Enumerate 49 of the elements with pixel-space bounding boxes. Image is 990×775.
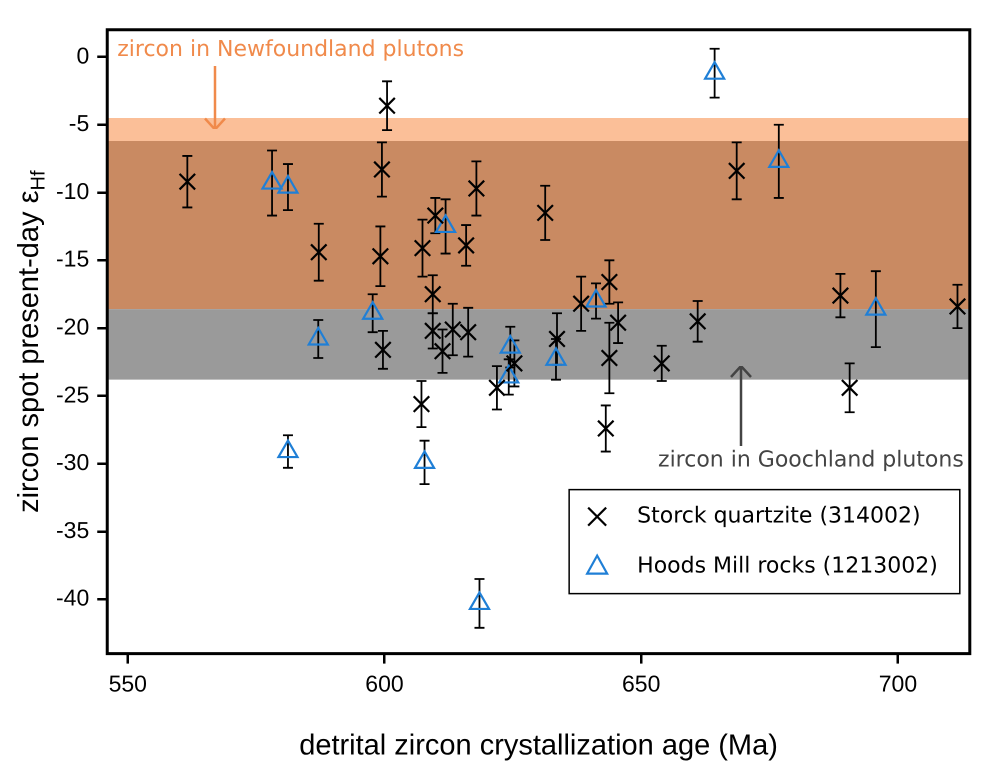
point (596, 420, 615, 438)
point (600, 273, 618, 291)
point (414, 239, 432, 258)
x-axis-title: detrital zircon crystallization age (Ma) (299, 730, 778, 762)
point (832, 286, 850, 304)
point (372, 247, 390, 266)
point (688, 312, 707, 330)
y-tick-label: -10 (56, 178, 90, 204)
point (373, 160, 391, 178)
legend-label: Storck quartzite (314002) (637, 503, 921, 528)
legend-label: Hoods Mill rocks (1213002) (637, 553, 938, 578)
y-tick-label: -5 (68, 110, 90, 136)
y-tick-label: -35 (56, 516, 90, 543)
point (572, 294, 590, 313)
x-tick-label: 650 (622, 670, 660, 697)
y-tick-label: -25 (56, 381, 90, 408)
point (609, 314, 627, 332)
point (506, 354, 524, 372)
y-axis-title: zircon spot present-day εHf (13, 170, 50, 513)
point (488, 378, 506, 397)
point (444, 320, 462, 338)
point (948, 298, 966, 316)
point (310, 243, 328, 262)
point (728, 162, 746, 180)
x-tick-label: 700 (878, 670, 918, 697)
point (840, 378, 859, 397)
point (457, 236, 476, 254)
point (548, 330, 566, 348)
point (374, 340, 392, 359)
y-tick-label: 0 (76, 42, 90, 68)
point (652, 354, 671, 372)
point (536, 204, 554, 222)
x-tick-label: 550 (108, 670, 147, 697)
point (412, 395, 430, 413)
x-tick-label: 600 (365, 670, 404, 697)
point (424, 285, 442, 304)
point (434, 342, 452, 360)
y-tick-label: -30 (56, 449, 90, 476)
band-label: zircon in Goochland plutons (658, 447, 964, 472)
point (468, 180, 486, 198)
point (178, 172, 196, 191)
y-tick-label: -15 (56, 246, 90, 272)
y-tick-label: -40 (56, 584, 90, 611)
point (600, 349, 618, 367)
band-label: zircon in Newfoundland plutons (117, 36, 464, 62)
point (378, 96, 396, 115)
point (459, 323, 478, 342)
y-tick-label: -20 (56, 313, 90, 340)
point (424, 322, 442, 340)
